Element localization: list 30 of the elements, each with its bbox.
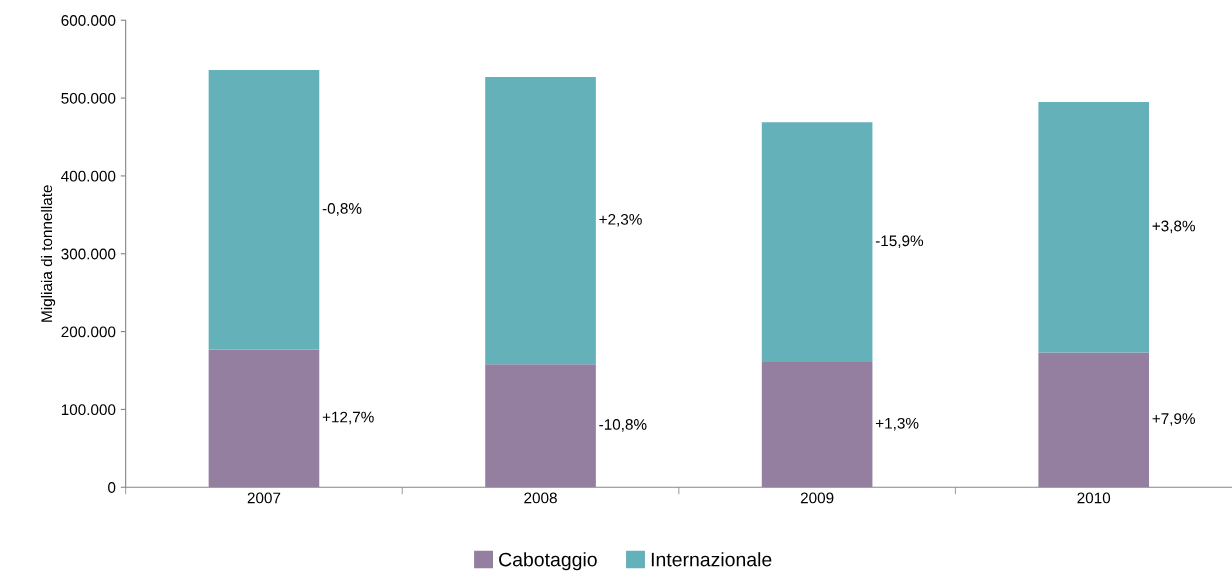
- x-tick-label: 2009: [800, 492, 834, 504]
- y-axis-title: Migliaia di tonnellate: [40, 185, 56, 322]
- bar: [761, 361, 873, 488]
- bar: [485, 364, 596, 488]
- bar: [1038, 101, 1150, 353]
- annotation: +12,7%: [322, 411, 374, 425]
- bar: [208, 349, 320, 488]
- annotation: -10,8%: [599, 419, 647, 432]
- annotation: +7,9%: [1152, 413, 1195, 426]
- legend-label: Cabotaggio: [499, 552, 597, 571]
- x-tick-label: 2007: [247, 492, 281, 504]
- bar: [761, 122, 873, 362]
- x-tick-label: 2010: [1077, 492, 1111, 504]
- bar: [485, 77, 596, 365]
- y-tick-label: 0: [108, 482, 116, 493]
- bar: [1038, 352, 1150, 488]
- annotation: -15,9%: [875, 235, 924, 248]
- legend-label: Internazionale: [651, 552, 772, 567]
- y-tick-label: 600.000: [61, 15, 116, 26]
- y-tick-label: 400.000: [61, 170, 116, 182]
- y-tick-label: 200.000: [61, 326, 116, 338]
- annotation: +1,3%: [875, 417, 919, 431]
- annotation: +2,3%: [599, 213, 642, 227]
- x-tick-label: 2008: [524, 492, 557, 504]
- annotation: -0,8%: [322, 203, 362, 216]
- annotation: +3,8%: [1152, 220, 1195, 234]
- y-tick-label: 300.000: [61, 248, 116, 260]
- bar: [208, 70, 320, 350]
- y-tick-label: 100.000: [61, 404, 116, 416]
- y-tick-label: 500.000: [61, 92, 116, 104]
